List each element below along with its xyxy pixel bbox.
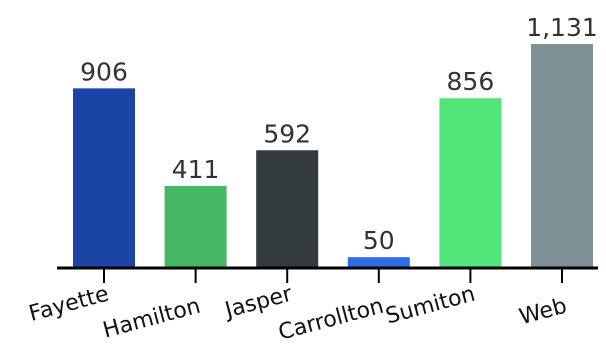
bar-jasper — [256, 150, 319, 267]
bar-hamilton — [164, 185, 227, 267]
category-label-web: Web — [517, 294, 570, 331]
value-label-hamilton: 411 — [172, 155, 220, 184]
value-label-jasper: 592 — [263, 119, 311, 148]
value-label-carrollton: 50 — [363, 226, 395, 255]
value-label-sumiton: 856 — [447, 67, 495, 96]
category-label-hamilton: Hamilton — [100, 294, 203, 344]
bar-fayette — [73, 88, 135, 267]
category-label-sumiton: Sumiton — [383, 282, 478, 330]
bar-sumiton — [439, 98, 502, 267]
value-label-fayette: 906 — [80, 57, 128, 86]
value-label-web: 1,131 — [526, 13, 598, 42]
category-label-fayette: Fayette — [26, 282, 111, 327]
bar-carrollton — [347, 257, 410, 267]
bar-web — [531, 44, 593, 267]
category-label-jasper: Jasper — [221, 281, 296, 324]
